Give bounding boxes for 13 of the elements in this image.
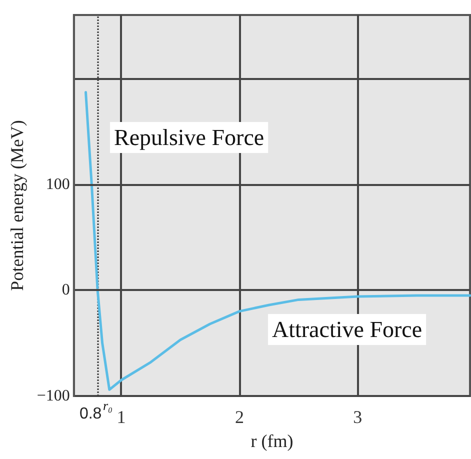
line-series [84,91,471,391]
text: r₀ [103,398,113,413]
x-tick-label: 3 [353,407,362,427]
x-tick-label: 2 [234,407,244,427]
y-tick-label: 0 [62,282,70,299]
x-tick-label: 1 [116,407,126,427]
x-axis-title: r (fm) [250,431,294,451]
ref-line-label: 0.8 [79,406,102,422]
y-axis-title: Potential energy (MeV) [7,120,27,291]
annotation: Repulsive Force [114,125,264,150]
y-tick-label: 100 [46,176,70,193]
annotation: Attractive Force [272,317,422,342]
y-tick-label: −100 [36,388,70,404]
